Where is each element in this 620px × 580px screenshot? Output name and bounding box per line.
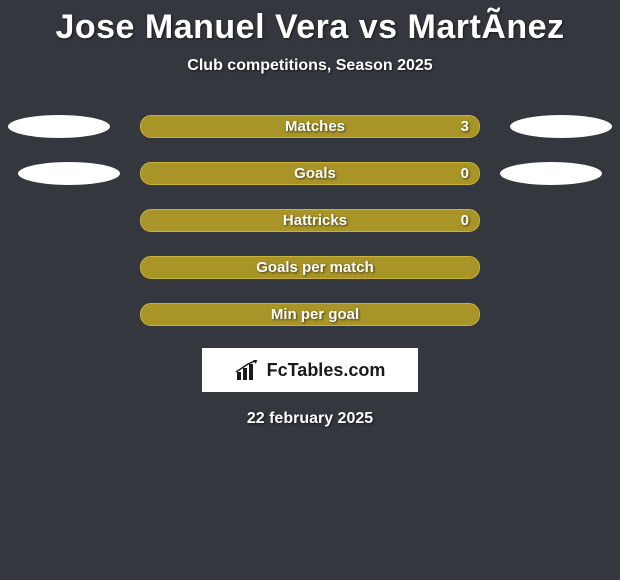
stat-label: Matches	[275, 118, 345, 135]
left-value-ellipse	[8, 115, 110, 138]
stat-row-goals: Goals 0	[0, 162, 620, 185]
page-subtitle: Club competitions, Season 2025	[0, 57, 620, 75]
left-value-ellipse	[18, 162, 120, 185]
stat-row-goals-per-match: Goals per match	[0, 256, 620, 279]
stat-row-hattricks: Hattricks 0	[0, 209, 620, 232]
stat-row-matches: Matches 3	[0, 115, 620, 138]
stat-bar: Goals per match	[140, 256, 480, 279]
stat-bar: Matches 3	[140, 115, 480, 138]
comparison-card: Jose Manuel Vera vs MartÃ­nez Club compe…	[0, 0, 620, 428]
stat-bar: Hattricks 0	[140, 209, 480, 232]
right-value-ellipse	[500, 162, 602, 185]
stat-value: 0	[461, 212, 469, 229]
stat-bar: Min per goal	[140, 303, 480, 326]
chart-icon	[235, 360, 261, 380]
stat-label: Min per goal	[261, 306, 359, 323]
stat-value: 0	[461, 165, 469, 182]
logo-box: FcTables.com	[202, 348, 418, 392]
stat-label: Hattricks	[273, 212, 347, 229]
date-text: 22 february 2025	[0, 410, 620, 428]
page-title: Jose Manuel Vera vs MartÃ­nez	[0, 8, 620, 47]
stat-bar: Goals 0	[140, 162, 480, 185]
stat-row-min-per-goal: Min per goal	[0, 303, 620, 326]
stat-label: Goals per match	[246, 259, 374, 276]
stat-rows: Matches 3 Goals 0 Hattricks 0 Goals per …	[0, 115, 620, 326]
right-value-ellipse	[510, 115, 612, 138]
stat-value: 3	[461, 118, 469, 135]
stat-label: Goals	[284, 165, 336, 182]
logo-text: FcTables.com	[267, 360, 386, 381]
